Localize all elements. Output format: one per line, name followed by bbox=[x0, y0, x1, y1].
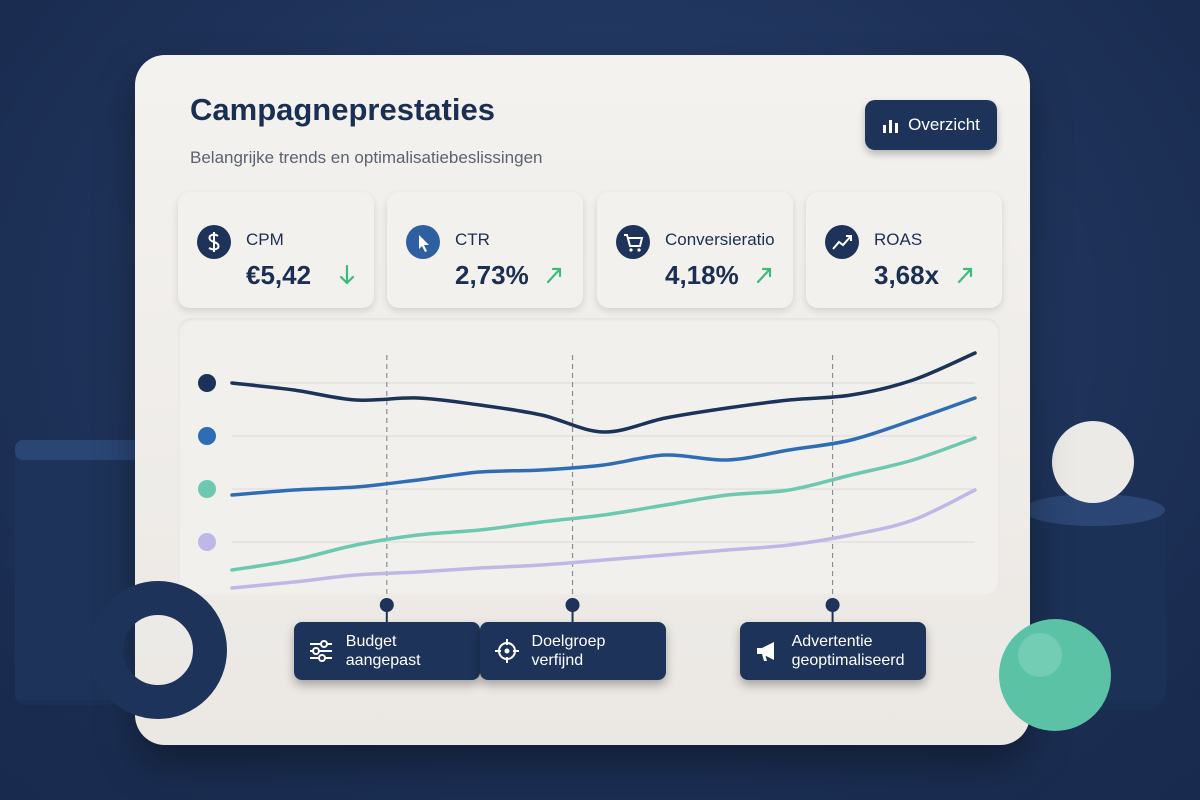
legend-dot bbox=[198, 480, 216, 498]
annotation: Budget aangepast bbox=[293, 622, 480, 680]
button-label: Overzicht bbox=[908, 115, 980, 134]
kpi-card: ROAS 3,68x bbox=[806, 192, 1002, 308]
annotation-label: Doelgroep verfijnd bbox=[531, 633, 606, 669]
kpi-card: CTR 2,73% bbox=[387, 192, 583, 308]
event-dot bbox=[379, 598, 394, 612]
series-line bbox=[230, 396, 977, 497]
series-line bbox=[230, 436, 977, 572]
annotation-label: Advertentie geoptimaliseerd bbox=[791, 633, 905, 669]
sphere-white bbox=[1052, 421, 1134, 503]
kpi-icon bbox=[406, 225, 440, 259]
title: Campagneprestaties bbox=[190, 92, 495, 127]
target-icon bbox=[494, 639, 519, 663]
annotation-label: Budget aangepast bbox=[345, 633, 421, 669]
trend-arrow bbox=[756, 267, 772, 284]
kpi-label: CTR bbox=[455, 230, 490, 249]
sliders-icon bbox=[309, 640, 332, 662]
trend-arrow bbox=[546, 267, 562, 284]
bar-icon bbox=[883, 120, 899, 133]
megaphone-icon bbox=[756, 642, 774, 661]
arrow bbox=[756, 267, 772, 284]
chart-panel bbox=[178, 318, 1000, 595]
trend-arrow bbox=[957, 267, 973, 284]
event-dot bbox=[565, 598, 580, 612]
cylinder-top bbox=[1023, 494, 1165, 526]
kpi-value: 3,68x bbox=[874, 260, 940, 290]
arrow bbox=[957, 267, 973, 284]
overview-button[interactable]: Overzicht bbox=[865, 100, 997, 150]
kpi-value: 2,73% bbox=[455, 260, 529, 290]
block-top bbox=[15, 440, 140, 460]
legend-dot bbox=[198, 374, 216, 392]
kpi-label: Conversieratio bbox=[665, 230, 775, 249]
annotation: Doelgroep verfijnd bbox=[479, 622, 666, 680]
kpi-value: €5,42 bbox=[246, 260, 312, 290]
legend-dot bbox=[198, 427, 216, 445]
kpi-icon bbox=[825, 225, 859, 259]
kpi-card: CPM €5,42 bbox=[178, 192, 374, 308]
series-line bbox=[230, 488, 977, 590]
kpi-label: ROAS bbox=[874, 230, 923, 249]
series-line bbox=[230, 351, 977, 434]
kpi-label: CPM bbox=[246, 230, 284, 249]
arrow bbox=[339, 264, 355, 285]
trend-arrow bbox=[339, 264, 355, 285]
kpi-icon bbox=[616, 225, 650, 259]
subtitle: Belangrijke trends en optimalisatiebesli… bbox=[190, 148, 543, 167]
kpi-value: 4,18% bbox=[665, 260, 739, 290]
event-dot bbox=[825, 598, 840, 612]
annotation: Advertentie geoptimaliseerd bbox=[739, 622, 926, 680]
arrow bbox=[546, 267, 562, 284]
kpi-card: Conversieratio 4,18% bbox=[597, 192, 793, 308]
legend-dot bbox=[198, 533, 216, 551]
kpi-icon bbox=[197, 225, 231, 259]
